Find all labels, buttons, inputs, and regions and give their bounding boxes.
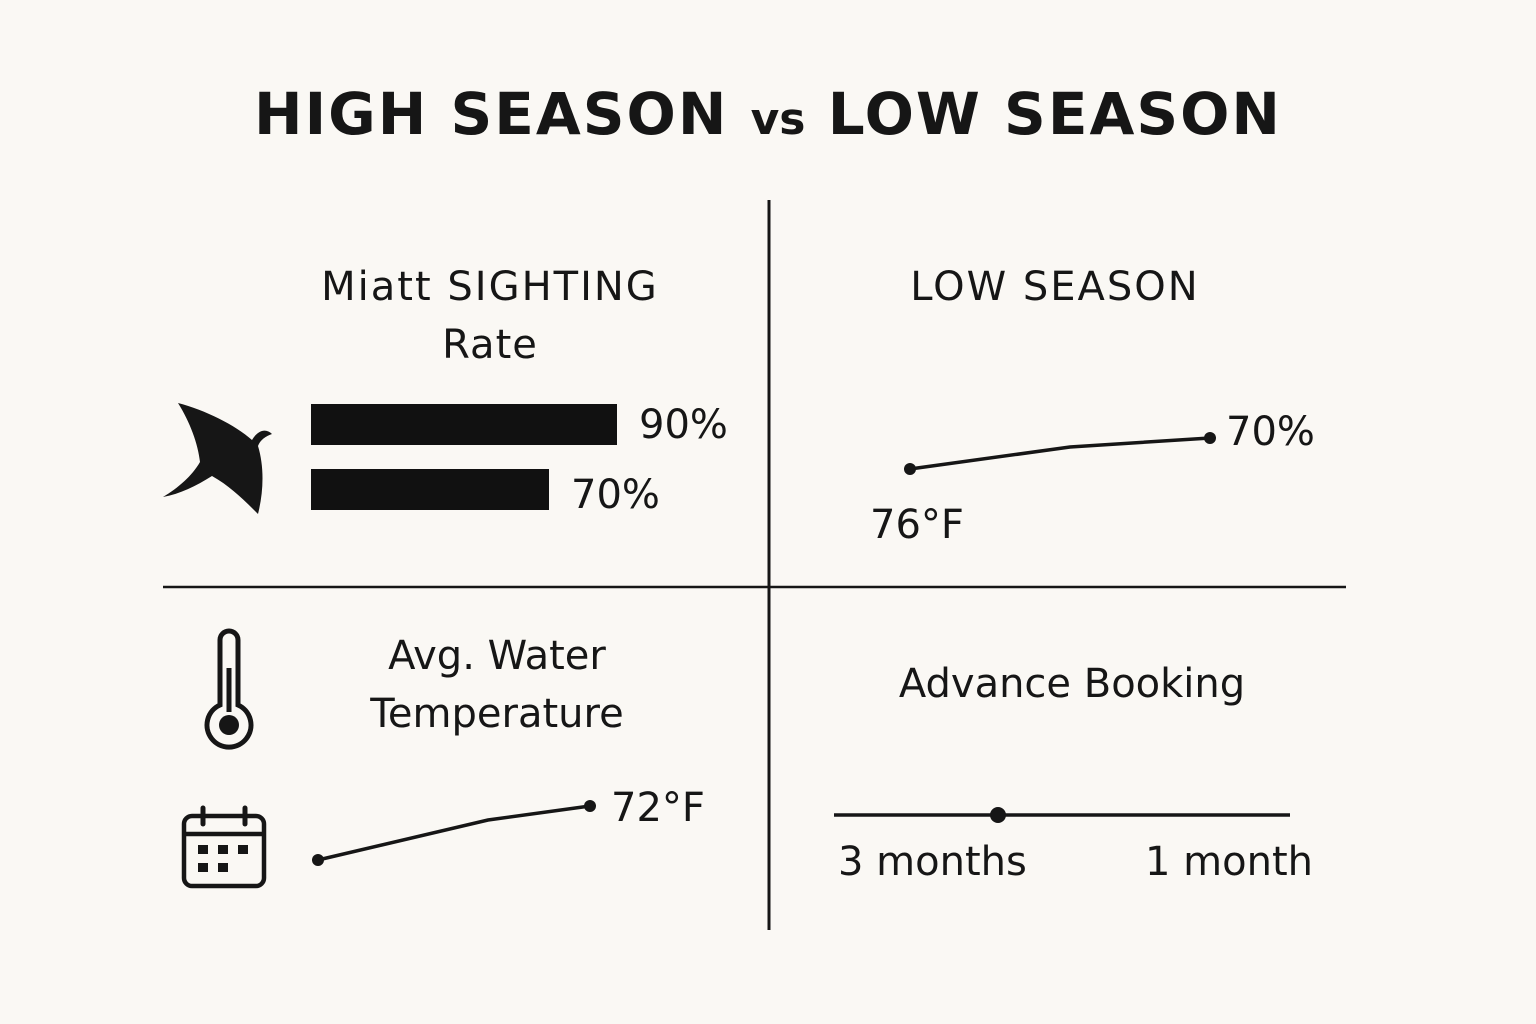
calendar-icon — [181, 805, 267, 889]
low-season-end-point — [1204, 432, 1216, 444]
high-season-bar — [311, 404, 617, 445]
high-season-bar-label: 90% — [639, 402, 728, 448]
water-temp-heading: Avg. Water Temperature — [297, 627, 697, 743]
sighting-heading: Miatt SIGHTING Rate — [290, 258, 690, 374]
water-temp-heading-line1: Avg. Water — [388, 633, 606, 679]
sighting-heading-line2: Rate — [442, 322, 538, 368]
title-vs: vs — [750, 94, 806, 145]
title-high-season: HIGH SEASON — [254, 80, 729, 148]
booking-timeline — [834, 807, 1290, 823]
low-season-end-label: 70% — [1226, 409, 1315, 455]
thermometer-icon — [204, 628, 254, 750]
manta-ray-icon — [163, 403, 272, 514]
low-season-bar-label: 70% — [571, 472, 660, 518]
water-temp-heading-line2: Temperature — [370, 691, 624, 737]
booking-right-label: 1 month — [1145, 839, 1313, 885]
sighting-heading-line1: Miatt SIGHTING — [321, 264, 659, 310]
low-season-start-label: 76°F — [870, 502, 964, 548]
booking-heading: Advance Booking — [898, 661, 1246, 707]
water-temp-end-label: 72°F — [611, 785, 705, 831]
water-temp-start-point — [312, 854, 324, 866]
title-low-season: LOW SEASON — [827, 80, 1282, 148]
booking-marker — [990, 807, 1006, 823]
water-temp-trend-line — [312, 800, 596, 866]
low-season-bar — [311, 469, 549, 510]
booking-left-label: 3 months — [838, 839, 1027, 885]
water-temp-end-point — [584, 800, 596, 812]
low-season-trend-line — [904, 432, 1216, 475]
page-title: HIGH SEASON vs LOW SEASON — [0, 80, 1536, 148]
low-season-heading: LOW SEASON — [910, 264, 1200, 310]
low-season-start-point — [904, 463, 916, 475]
